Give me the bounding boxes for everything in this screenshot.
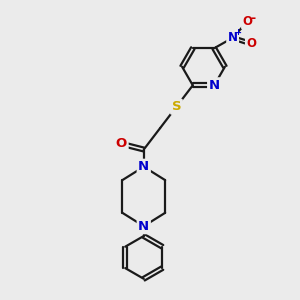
- Text: -: -: [251, 12, 256, 25]
- Text: N: N: [228, 31, 238, 44]
- Text: +: +: [235, 28, 242, 37]
- Text: N: N: [138, 220, 149, 233]
- Text: O: O: [246, 37, 256, 50]
- Text: N: N: [138, 160, 149, 173]
- Text: O: O: [116, 137, 127, 150]
- Text: S: S: [172, 100, 181, 113]
- Text: N: N: [208, 79, 220, 92]
- Text: O: O: [242, 15, 253, 28]
